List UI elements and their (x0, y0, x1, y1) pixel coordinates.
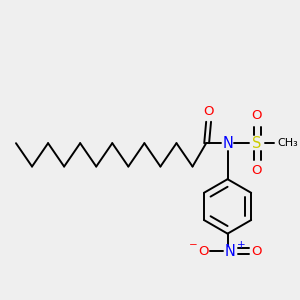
Text: −: − (189, 240, 198, 250)
Text: O: O (251, 164, 262, 177)
Text: O: O (251, 110, 262, 122)
Text: N: N (222, 136, 233, 151)
Text: CH₃: CH₃ (278, 138, 298, 148)
Text: O: O (203, 105, 213, 118)
Text: +: + (237, 240, 245, 250)
Text: O: O (198, 245, 208, 258)
Text: S: S (252, 136, 261, 151)
Text: N: N (225, 244, 236, 259)
Text: O: O (251, 245, 262, 258)
